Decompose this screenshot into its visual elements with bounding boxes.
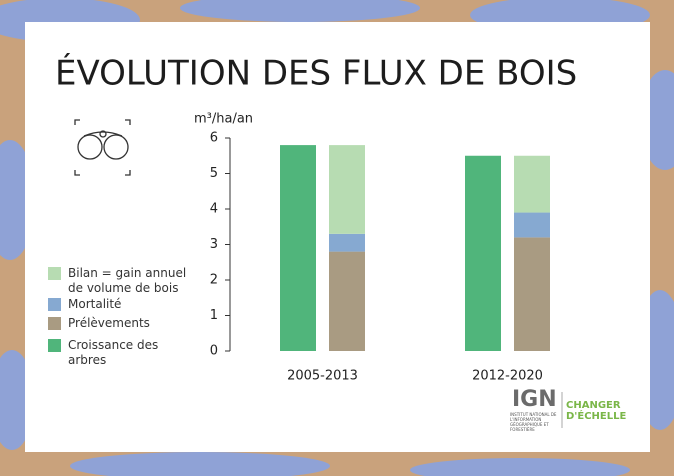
y-tick-label: 6 (210, 131, 218, 146)
logo-institute: INSTITUT NATIONAL DE L'INFORMATION GÉOGR… (510, 412, 557, 432)
legend-item: Croissance des arbres (48, 338, 198, 368)
legend-swatch (48, 267, 61, 280)
y-tick-label: 3 (210, 237, 218, 252)
bar (329, 251, 365, 351)
x-tick-label: 2005-2013 (287, 369, 358, 384)
bar (329, 233, 365, 252)
chart-title: ÉVOLUTION DES FLUX DE BOIS (55, 53, 577, 94)
logo-slogan-box: CHANGER D'ÉCHELLE (566, 400, 626, 422)
bar (514, 237, 550, 351)
bar (329, 145, 365, 234)
x-tick-label: 2012-2020 (472, 369, 543, 384)
bar (465, 155, 501, 351)
logo-institute-box: INSTITUT NATIONAL DE L'INFORMATION GÉOGR… (510, 412, 557, 432)
legend-label: Croissance des arbres (68, 338, 159, 367)
legend-label: Prélèvements (68, 316, 150, 330)
y-tick-label: 4 (210, 202, 218, 217)
y-axis-label: m³/ha/an (194, 112, 253, 127)
y-tick-label: 5 (210, 166, 218, 181)
legend-label: Bilan = gain annuel de volume de bois (68, 266, 187, 295)
binoculars-icon (74, 119, 131, 176)
legend-item: Mortalité (48, 297, 198, 312)
bar (280, 145, 316, 351)
legend-item: Prélèvements (48, 316, 198, 331)
logo-slogan: CHANGER D'ÉCHELLE (566, 400, 626, 422)
y-tick-label: 0 (210, 344, 218, 359)
logo-acronym: IGN (512, 387, 557, 412)
legend-item: Bilan = gain annuel de volume de bois (48, 266, 198, 296)
y-tick-label: 1 (210, 308, 218, 323)
bar (514, 212, 550, 238)
legend-swatch (48, 317, 61, 330)
y-tick-label: 2 (210, 273, 218, 288)
ign-logo: IGN INSTITUT NATIONAL DE L'INFORMATION G… (510, 387, 626, 432)
legend-swatch (48, 298, 61, 311)
bar (514, 155, 550, 213)
legend-label: Mortalité (68, 297, 122, 311)
legend-swatch (48, 339, 61, 352)
